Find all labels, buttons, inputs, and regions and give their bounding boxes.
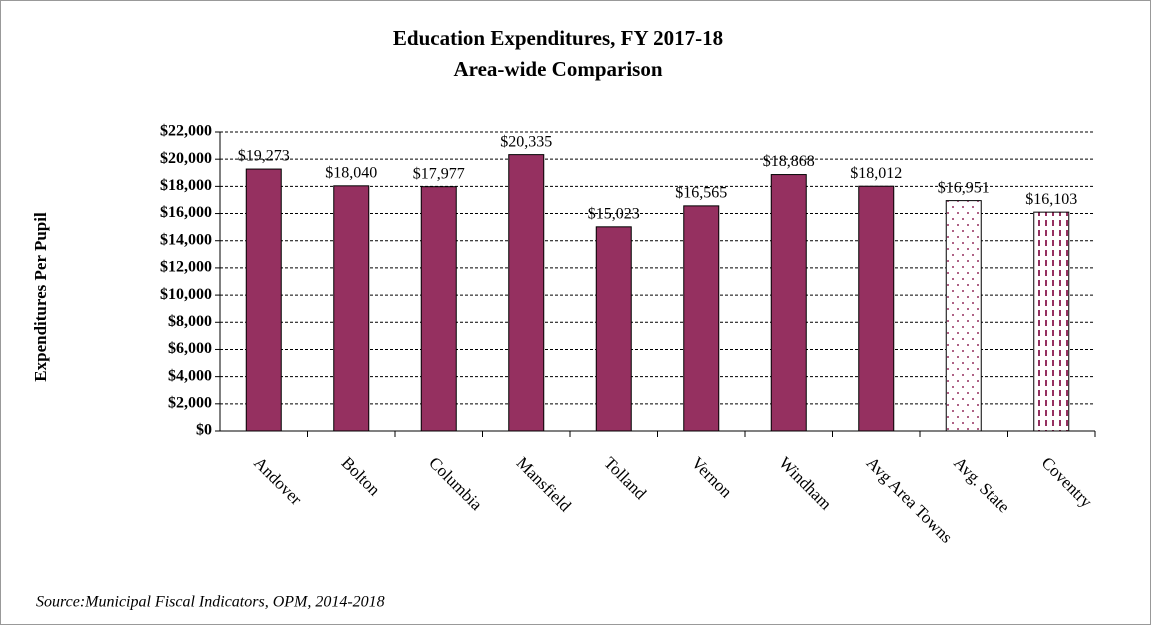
chart-title: Education Expenditures, FY 2017-18 <box>393 26 723 50</box>
y-tick-label: $0 <box>196 422 212 439</box>
chart-subtitle: Area-wide Comparison <box>453 57 662 81</box>
y-tick-label: $10,000 <box>160 286 212 303</box>
bar <box>333 185 370 432</box>
bar <box>683 205 720 432</box>
y-tick-label: $22,000 <box>160 123 212 140</box>
value-label: $18,868 <box>763 153 815 170</box>
value-label: $16,103 <box>1025 191 1077 208</box>
bar <box>245 168 282 432</box>
value-label: $18,012 <box>850 165 902 182</box>
y-axis-label: Expenditures Per Pupil <box>31 212 50 382</box>
source: Source:Municipal Fiscal Indicators, OPM,… <box>36 594 385 611</box>
bar <box>508 154 545 432</box>
y-tick-label: $12,000 <box>160 259 212 276</box>
bar <box>858 185 895 432</box>
bar <box>420 186 457 432</box>
value-label: $20,335 <box>500 133 552 150</box>
bar <box>770 174 807 432</box>
bar <box>595 226 632 432</box>
value-label: $15,023 <box>588 205 640 222</box>
y-tick-label: $18,000 <box>160 177 212 194</box>
value-label: $16,951 <box>938 179 990 196</box>
value-label: $18,040 <box>325 164 377 181</box>
y-tick-label: $4,000 <box>168 367 212 384</box>
y-tick-label: $2,000 <box>168 394 212 411</box>
y-tick-label: $16,000 <box>160 204 212 221</box>
bar <box>945 200 982 432</box>
value-label: $17,977 <box>413 165 465 182</box>
bar <box>1033 211 1070 432</box>
y-tick-label: $14,000 <box>160 231 212 248</box>
value-label: $16,565 <box>675 185 727 202</box>
y-tick-label: $6,000 <box>168 340 212 357</box>
y-tick-label: $20,000 <box>160 150 212 167</box>
value-label: $19,273 <box>238 148 290 165</box>
y-tick-label: $8,000 <box>168 313 212 330</box>
